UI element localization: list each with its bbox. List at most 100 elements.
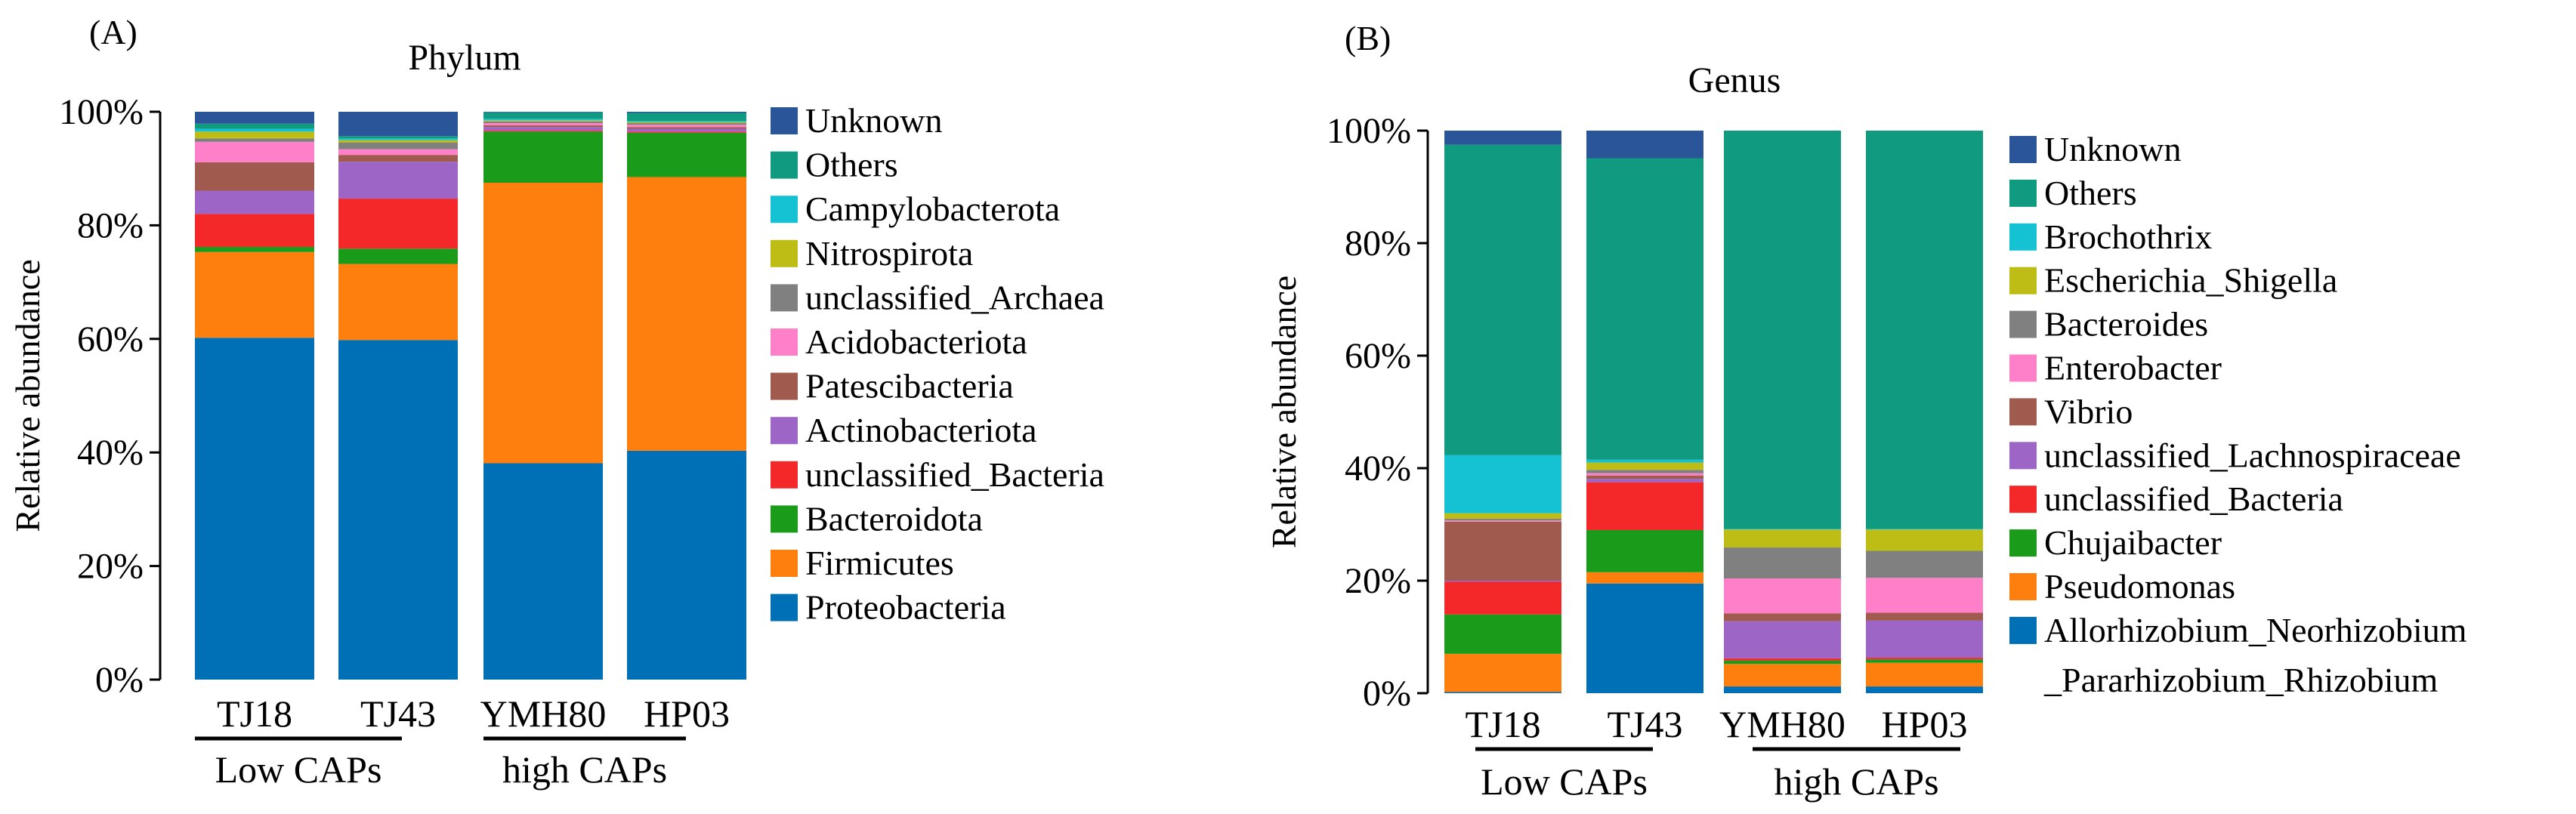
legend-swatch-a-firmicutes xyxy=(771,550,798,577)
bar-segment-b-tj43-unclassified-bacteria xyxy=(1586,482,1703,530)
legend-swatch-b-others xyxy=(2009,179,2037,207)
legend-label-a-firmicutes: Firmicutes xyxy=(805,544,954,582)
bar-segment-a-ymh80-acidobacteriota xyxy=(483,123,603,126)
bar-segment-a-hp03-others xyxy=(627,113,746,122)
legend-label-a-patescibacteria: Patescibacteria xyxy=(805,367,1014,405)
bar-segment-a-tj43-patescibacteria xyxy=(338,155,458,162)
legend-label-b-unclassified-bacteria: unclassified_Bacteria xyxy=(2044,479,2343,518)
bar-segment-a-tj18-patescibacteria xyxy=(195,162,314,191)
legend-label-a-unclassified-bacteria: unclassified_Bacteria xyxy=(805,455,1104,494)
y-tick-label-b: 0% xyxy=(1363,674,1411,714)
bar-segment-a-hp03-unclassified-bacteria xyxy=(627,131,746,133)
bar-segment-b-hp03-others xyxy=(1866,131,1983,529)
bar-segment-a-hp03-unclassified-archaea xyxy=(627,123,746,125)
group-label-b-low-caps: Low CAPs xyxy=(1481,760,1648,803)
bar-segment-b-tj18-bacteroides xyxy=(1444,519,1561,521)
bar-segment-a-tj18-nitrospirota xyxy=(195,131,314,139)
bar-segment-b-tj43-others xyxy=(1586,158,1703,460)
bar-segment-a-tj18-actinobacteriota xyxy=(195,190,314,214)
legend-label-b-vibrio: Vibrio xyxy=(2044,392,2133,430)
y-tick-label-b: 40% xyxy=(1345,449,1411,489)
legend-label-a-unclassified-archaea: unclassified_Archaea xyxy=(805,278,1104,316)
bar-segment-b-tj18-enterobacter xyxy=(1444,520,1561,522)
category-label-a-tj43: TJ43 xyxy=(360,692,436,735)
bar-segment-a-tj43-others xyxy=(338,136,458,139)
bar-segment-a-tj43-acidobacteriota xyxy=(338,149,458,156)
bar-segment-a-ymh80-firmicutes xyxy=(483,183,603,464)
bar-segment-b-ymh80-escherichia-shigella xyxy=(1724,529,1841,548)
bar-segment-b-hp03-bacteroides xyxy=(1866,550,1983,578)
bar-segment-b-ymh80-allorhizobium-neorhizobium-pararhizobium-rhizobium xyxy=(1724,686,1841,693)
legend-label-a-proteobacteria: Proteobacteria xyxy=(805,588,1006,627)
bar-segment-a-hp03-patescibacteria xyxy=(627,127,746,129)
legend-label-a-unknown: Unknown xyxy=(805,101,942,140)
legend-label-b-unclassified-lachnospiraceae: unclassified_Lachnospiraceae xyxy=(2044,436,2461,474)
category-label-a-hp03: HP03 xyxy=(644,692,730,735)
bar-segment-b-tj43-brochothrix xyxy=(1586,459,1703,463)
bar-segment-a-ymh80-proteobacteria xyxy=(483,463,603,680)
group-label-b-high-caps: high CAPs xyxy=(1774,760,1938,803)
legend-swatch-b-unclassified-lachnospiraceae xyxy=(2009,442,2037,470)
bar-segment-b-ymh80-others xyxy=(1724,131,1841,529)
y-tick-label-a: 40% xyxy=(77,433,144,473)
bar-segment-a-tj18-campylobacterota xyxy=(195,128,314,132)
bar-segment-b-tj43-allorhizobium-neorhizobium-pararhizobium-rhizobium xyxy=(1586,583,1703,693)
legend-label-a-actinobacteriota: Actinobacteriota xyxy=(805,411,1037,449)
bar-segment-a-tj43-campylobacterota xyxy=(338,138,458,140)
bar-segment-a-tj18-others xyxy=(195,123,314,129)
bar-segment-b-ymh80-unclassified-bacteria xyxy=(1724,658,1841,661)
bar-segment-b-tj43-bacteroides xyxy=(1586,470,1703,473)
bar-segment-b-ymh80-chujaibacter xyxy=(1724,660,1841,664)
legend-swatch-b-unknown xyxy=(2009,136,2037,163)
bar-segment-b-hp03-escherichia-shigella xyxy=(1866,529,1983,551)
bar-segment-b-tj18-unknown xyxy=(1444,131,1561,145)
bar-segment-b-tj18-brochothrix xyxy=(1444,455,1561,513)
legend-swatch-a-acidobacteriota xyxy=(771,328,798,356)
y-tick-label-b: 100% xyxy=(1327,111,1411,151)
bar-segment-b-tj43-vibrio xyxy=(1586,475,1703,479)
legend-swatch-a-actinobacteriota xyxy=(771,417,798,445)
bar-segment-a-hp03-bacteroidota xyxy=(627,132,746,177)
y-tick-label-b: 80% xyxy=(1345,224,1411,264)
y-tick-label-a: 80% xyxy=(77,205,144,245)
bar-segment-b-hp03-unclassified-lachnospiraceae xyxy=(1866,620,1983,658)
legend-label-b-escherichia-shigella: Escherichia_Shigella xyxy=(2044,261,2337,300)
legend-swatch-a-campylobacterota xyxy=(771,196,798,224)
bar-segment-a-ymh80-patescibacteria xyxy=(483,125,603,128)
legend-label-b-pseudomonas: Pseudomonas xyxy=(2044,567,2235,606)
chart-title-b: Genus xyxy=(1688,60,1781,100)
y-tick-label-b: 20% xyxy=(1345,561,1411,601)
bar-segment-a-hp03-nitrospirota xyxy=(627,122,746,124)
legend-label-b-enterobacter: Enterobacter xyxy=(2044,349,2222,387)
y-axis-title-b: Relative abundance xyxy=(1265,276,1303,548)
bar-segment-a-tj43-bacteroidota xyxy=(338,248,458,264)
bar-segment-a-ymh80-actinobacteriota xyxy=(483,127,603,131)
bar-segment-b-hp03-chujaibacter xyxy=(1866,659,1983,663)
bar-segment-b-tj18-unclassified-bacteria xyxy=(1444,581,1561,615)
panel-b: (B) Genus TJ18 TJ43 YMH80 HP03 0% 20% 40% 60% 80% 1… xyxy=(1265,19,2467,803)
bar-segment-a-ymh80-campylobacterota xyxy=(483,119,603,121)
panel-label-b: (B) xyxy=(1345,19,1391,57)
category-label-b-tj18: TJ18 xyxy=(1466,703,1541,745)
bar-segment-a-tj43-firmicutes xyxy=(338,264,458,341)
legend-swatch-a-unknown xyxy=(771,107,798,134)
bar-segment-b-tj43-pseudomonas xyxy=(1586,572,1703,584)
legend-swatch-b-enterobacter xyxy=(2009,354,2037,382)
legend-label-b-chujaibacter: Chujaibacter xyxy=(2044,523,2222,562)
category-label-b-ymh80: YMH80 xyxy=(1719,703,1846,745)
bar-segment-a-tj18-acidobacteriota xyxy=(195,141,314,162)
bar-segment-a-tj18-bacteroidota xyxy=(195,246,314,252)
bar-segment-b-tj18-pseudomonas xyxy=(1444,653,1561,692)
bar-segment-b-tj18-vibrio xyxy=(1444,521,1561,581)
group-label-a-low-caps: Low CAPs xyxy=(215,748,382,791)
bar-segment-b-ymh80-vibrio xyxy=(1724,613,1841,621)
legend-label-b-unknown: Unknown xyxy=(2044,130,2181,168)
bar-segment-b-tj18-allorhizobium-neorhizobium-pararhizobium-rhizobium xyxy=(1444,692,1561,693)
group-label-a-high-caps: high CAPs xyxy=(502,748,667,791)
bar-segment-a-hp03-proteobacteria xyxy=(627,450,746,680)
bar-segment-a-tj43-nitrospirota xyxy=(338,140,458,143)
bar-segment-b-tj43-unknown xyxy=(1586,131,1703,159)
bar-segment-a-tj43-actinobacteriota xyxy=(338,162,458,199)
legend-label-b-others: Others xyxy=(2044,174,2137,212)
legend-swatch-b-brochothrix xyxy=(2009,223,2037,251)
